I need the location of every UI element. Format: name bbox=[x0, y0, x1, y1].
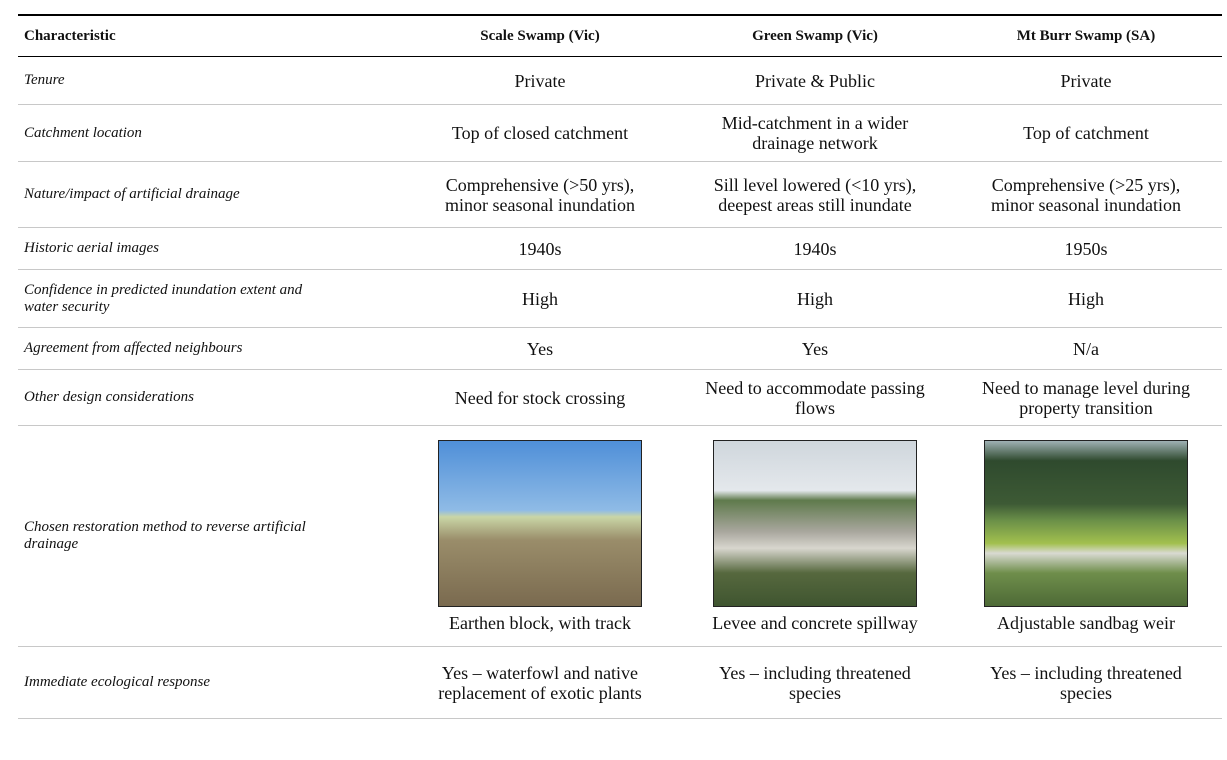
header-cell: Scale Swamp (Vic) bbox=[400, 15, 680, 57]
cell-text: Immediate ecological response bbox=[24, 674, 210, 691]
cell: N/a bbox=[950, 328, 1222, 370]
cell-text: Confidence in predicted inundation exten… bbox=[24, 282, 334, 316]
cell: Top of catchment bbox=[950, 105, 1222, 162]
cell-text: Agreement from affected neighbours bbox=[24, 340, 242, 357]
cell-text: Earthen block, with track bbox=[449, 613, 631, 633]
row: Catchment location Top of closed catchme… bbox=[18, 105, 1222, 162]
cell-text: Top of closed catchment bbox=[452, 123, 628, 143]
cell: 1940s bbox=[400, 228, 680, 270]
row: Agreement from affected neighbours Yes Y… bbox=[18, 328, 1222, 370]
cell: Private bbox=[950, 57, 1222, 105]
row: Immediate ecological response Yes – wate… bbox=[18, 647, 1222, 719]
cell-text: Chosen restoration method to reverse art… bbox=[24, 519, 334, 553]
cell-text: Yes – waterfowl and native replacement o… bbox=[429, 663, 651, 703]
header-cell: Green Swamp (Vic) bbox=[680, 15, 950, 57]
cell: Need for stock crossing bbox=[400, 370, 680, 426]
cell: Levee and concrete spillway bbox=[680, 426, 950, 647]
cell: Private & Public bbox=[680, 57, 950, 105]
row-label: Agreement from affected neighbours bbox=[18, 328, 400, 370]
cell-text: Private & Public bbox=[755, 71, 875, 91]
cell-text: High bbox=[797, 289, 833, 309]
cell-text: Yes – including threatened species bbox=[704, 663, 926, 703]
row-label: Chosen restoration method to reverse art… bbox=[18, 426, 400, 647]
row: Chosen restoration method to reverse art… bbox=[18, 426, 1222, 647]
cell-text: Historic aerial images bbox=[24, 240, 159, 257]
cell: 1950s bbox=[950, 228, 1222, 270]
page: {"table": { "header": ["Characteristic",… bbox=[0, 0, 1227, 760]
cell: Yes bbox=[680, 328, 950, 370]
cell-text: Comprehensive (>25 yrs), minor seasonal … bbox=[975, 175, 1197, 215]
comparison-table: Characteristic Scale Swamp (Vic) Green S… bbox=[18, 14, 1222, 719]
cell-text: Private bbox=[1061, 71, 1112, 91]
cell-text: Other design considerations bbox=[24, 389, 194, 406]
cell-text: Need to manage level during property tra… bbox=[975, 378, 1197, 418]
cell-text: Private bbox=[515, 71, 566, 91]
cell: Comprehensive (>25 yrs), minor seasonal … bbox=[950, 162, 1222, 228]
cell-text: Sill level lowered (<10 yrs), deepest ar… bbox=[704, 175, 926, 215]
row-label: Immediate ecological response bbox=[18, 647, 400, 719]
cell-text: Top of catchment bbox=[1023, 123, 1149, 143]
row-label: Nature/impact of artificial drainage bbox=[18, 162, 400, 228]
header-row: Characteristic Scale Swamp (Vic) Green S… bbox=[18, 15, 1222, 57]
cell: Yes – waterfowl and native replacement o… bbox=[400, 647, 680, 719]
cell-text: Comprehensive (>50 yrs), minor seasonal … bbox=[429, 175, 651, 215]
cell-text: 1940s bbox=[793, 239, 836, 259]
cell-text: Need to accommodate passing flows bbox=[704, 378, 926, 418]
photo bbox=[713, 440, 917, 607]
cell-text: Yes – including threatened species bbox=[975, 663, 1197, 703]
row: Other design considerations Need for sto… bbox=[18, 370, 1222, 426]
cell: Adjustable sandbag weir bbox=[950, 426, 1222, 647]
cell-text: Catchment location bbox=[24, 125, 142, 142]
cell: High bbox=[400, 270, 680, 328]
cell-text: Adjustable sandbag weir bbox=[997, 613, 1175, 633]
row: Confidence in predicted inundation exten… bbox=[18, 270, 1222, 328]
photo bbox=[438, 440, 642, 607]
row-label: Other design considerations bbox=[18, 370, 400, 426]
cell-text: 1950s bbox=[1064, 239, 1107, 259]
cell: Private bbox=[400, 57, 680, 105]
cell: Need to accommodate passing flows bbox=[680, 370, 950, 426]
cell: Top of closed catchment bbox=[400, 105, 680, 162]
cell-text: Need for stock crossing bbox=[455, 388, 625, 408]
cell: Mid-catchment in a wider drainage networ… bbox=[680, 105, 950, 162]
cell-text: 1940s bbox=[518, 239, 561, 259]
cell: Yes bbox=[400, 328, 680, 370]
cell: Earthen block, with track bbox=[400, 426, 680, 647]
row: Nature/impact of artificial drainage Com… bbox=[18, 162, 1222, 228]
row-label: Catchment location bbox=[18, 105, 400, 162]
row-label: Historic aerial images bbox=[18, 228, 400, 270]
cell: Yes – including threatened species bbox=[680, 647, 950, 719]
cell: High bbox=[950, 270, 1222, 328]
cell: High bbox=[680, 270, 950, 328]
cell-text: High bbox=[1068, 289, 1104, 309]
cell: Sill level lowered (<10 yrs), deepest ar… bbox=[680, 162, 950, 228]
header-cell: Characteristic bbox=[18, 15, 400, 57]
cell: Need to manage level during property tra… bbox=[950, 370, 1222, 426]
cell-text: Nature/impact of artificial drainage bbox=[24, 186, 240, 203]
photo bbox=[984, 440, 1188, 607]
cell-text: Tenure bbox=[24, 72, 65, 89]
row-label: Confidence in predicted inundation exten… bbox=[18, 270, 400, 328]
cell: Comprehensive (>50 yrs), minor seasonal … bbox=[400, 162, 680, 228]
cell-text: N/a bbox=[1073, 339, 1099, 359]
row-label: Tenure bbox=[18, 57, 400, 105]
cell: Yes – including threatened species bbox=[950, 647, 1222, 719]
header-cell: Mt Burr Swamp (SA) bbox=[950, 15, 1222, 57]
cell-text: Yes bbox=[527, 339, 553, 359]
cell-text: Levee and concrete spillway bbox=[712, 613, 917, 633]
row: Historic aerial images 1940s 1940s 1950s bbox=[18, 228, 1222, 270]
cell: 1940s bbox=[680, 228, 950, 270]
cell-text: Mid-catchment in a wider drainage networ… bbox=[704, 113, 926, 153]
row: Tenure Private Private & Public Private bbox=[18, 57, 1222, 105]
cell-text: Yes bbox=[802, 339, 828, 359]
cell-text: High bbox=[522, 289, 558, 309]
